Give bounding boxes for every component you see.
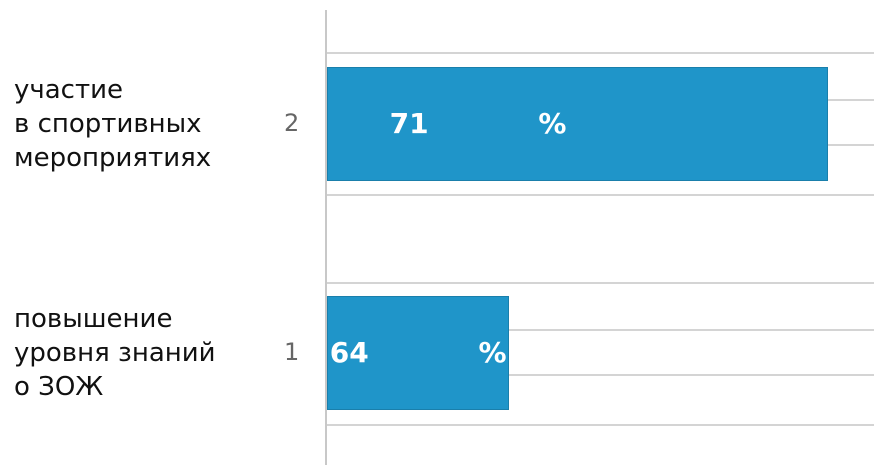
grid-line bbox=[326, 424, 874, 426]
category-number: 1 bbox=[284, 338, 300, 366]
bar bbox=[327, 296, 510, 410]
grid-line bbox=[326, 374, 874, 376]
axis-line bbox=[325, 10, 327, 465]
category-number: 2 bbox=[284, 109, 300, 137]
value-label: 64 % bbox=[329, 336, 507, 369]
category-label: участие в спортивных мероприятиях bbox=[14, 75, 212, 173]
grid-line bbox=[326, 194, 874, 196]
category-label: повышение уровня знаний о ЗОЖ bbox=[14, 304, 216, 402]
grid-line bbox=[326, 282, 874, 284]
grid-line bbox=[326, 329, 874, 331]
grid-line bbox=[326, 52, 874, 54]
value-label: 71 % bbox=[389, 107, 567, 140]
bar bbox=[327, 67, 829, 181]
